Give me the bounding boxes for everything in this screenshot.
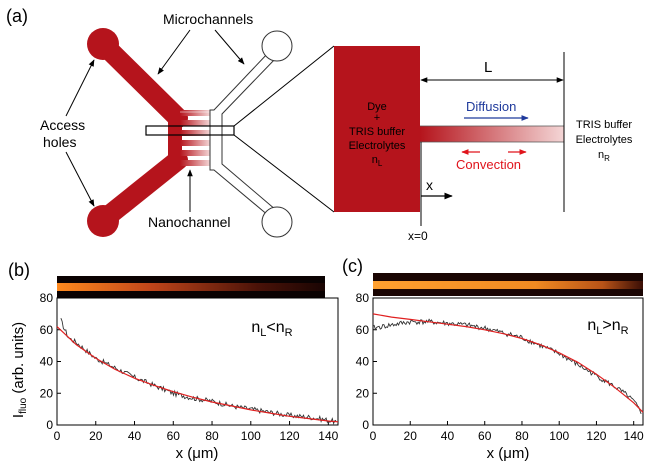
reservoir-left-n-sub: L bbox=[378, 159, 383, 168]
x-tick-label: 100 bbox=[241, 429, 261, 443]
plot-b-ylabel-rest: (arb. units) bbox=[10, 322, 27, 398]
panel-b-label: (b) bbox=[8, 260, 30, 280]
access-hole-bottom-right bbox=[261, 206, 293, 238]
reservoir-left-line4: Electrolytes bbox=[349, 140, 406, 152]
x-tick-label: 20 bbox=[89, 429, 103, 443]
nanochannel-array bbox=[180, 110, 210, 166]
y-tick-label: 80 bbox=[40, 291, 54, 305]
reservoir-left-line1: Dye bbox=[367, 101, 387, 113]
y-tick-label: 20 bbox=[40, 386, 54, 400]
length-label: L bbox=[484, 59, 492, 76]
panel-a-label: (a) bbox=[6, 6, 28, 26]
plot-c-content: 0 20 40 60 80 100 120 140 0 20 40 60 80 bbox=[356, 291, 644, 443]
microchannels-label: Microchannels bbox=[163, 11, 253, 27]
x-tick-label: 40 bbox=[441, 429, 455, 443]
plot-b-ylabel: Ifluo (arb. units) bbox=[10, 322, 29, 418]
reservoir-left bbox=[334, 46, 420, 212]
origin-label: x=0 bbox=[408, 229, 428, 243]
x-tick-label: 120 bbox=[586, 429, 606, 443]
plot-b-content: 0 20 40 60 80 100 120 140 0 20 40 60 80 bbox=[40, 291, 339, 443]
plot-c-ann-n2: n bbox=[612, 317, 621, 334]
x-tick-label: 0 bbox=[370, 429, 377, 443]
reservoir-left-line2: + bbox=[374, 112, 380, 124]
reservoir-right-line2: Electrolytes bbox=[576, 134, 633, 146]
x-tick-label: 60 bbox=[167, 429, 181, 443]
svg-text:nL: nL bbox=[372, 154, 383, 168]
plot-c-ann-s2: R bbox=[621, 325, 629, 337]
plot-b-ann-s2: R bbox=[285, 327, 293, 339]
panel-a: (a) Microchannel bbox=[6, 6, 633, 243]
y-tick-label: 40 bbox=[40, 355, 54, 369]
x-axis-label: x bbox=[426, 177, 433, 193]
access-holes-label-line2: holes bbox=[43, 134, 76, 150]
x-tick-label: 100 bbox=[549, 429, 569, 443]
y-tick-label: 60 bbox=[40, 323, 54, 337]
plot-b-ylabel-sub: fluo bbox=[18, 397, 29, 414]
reservoir-right-n-sub: R bbox=[604, 154, 610, 163]
diffusion-label: Diffusion bbox=[466, 99, 516, 114]
plot-b-ylabel-main: I bbox=[10, 414, 27, 418]
nanochannel-zoomed bbox=[420, 126, 564, 142]
y-tick-label: 20 bbox=[356, 386, 370, 400]
x-tick-label: 140 bbox=[318, 429, 338, 443]
access-hole-top-right bbox=[261, 30, 293, 62]
plot-c-ann-n1: n bbox=[587, 317, 596, 334]
white-microchannel bbox=[209, 30, 293, 238]
access-hole-top-left bbox=[87, 28, 119, 60]
plot-b-annotation: nL<nR bbox=[251, 319, 292, 339]
series-fit bbox=[56, 326, 339, 423]
y-tick-label: 0 bbox=[46, 418, 53, 432]
panel-b: (b) 0 20 40 60 80 100 120 140 0 20 40 60 80 x (μm) I… bbox=[8, 260, 339, 462]
plot-b-ann-n1: n bbox=[251, 319, 260, 336]
reservoir-left-text: Dye + TRIS buffer Electrolytes nL bbox=[349, 101, 406, 168]
panel-c: (c) 0 20 40 60 80 100 120 140 0 20 40 60 80 x (μm) n… bbox=[342, 256, 644, 462]
plot-c-ann-op: > bbox=[602, 317, 611, 334]
plot-c-annotation: nL>nR bbox=[587, 317, 628, 337]
plot-b-ann-s1: L bbox=[260, 327, 266, 339]
x-tick-label: 80 bbox=[205, 429, 219, 443]
svg-text:nR: nR bbox=[598, 149, 610, 163]
convection-label: Convection bbox=[456, 157, 521, 172]
access-hole-bottom-left bbox=[87, 205, 119, 237]
reservoir-right-text: TRIS buffer Electrolytes nR bbox=[576, 119, 633, 163]
series-measured bbox=[60, 318, 337, 425]
reservoir-right-n: n bbox=[598, 149, 604, 161]
y-tick-label: 80 bbox=[356, 291, 370, 305]
access-holes-label-line1: Access bbox=[40, 117, 85, 133]
red-microchannel bbox=[87, 28, 188, 237]
x-tick-label: 20 bbox=[404, 429, 418, 443]
reservoir-right-line1: TRIS buffer bbox=[576, 119, 632, 131]
reservoir-left-n: n bbox=[372, 154, 378, 166]
x-tick-label: 40 bbox=[128, 429, 142, 443]
x-tick-label: 80 bbox=[515, 429, 529, 443]
x-tick-label: 140 bbox=[624, 429, 644, 443]
x-tick-label: 60 bbox=[478, 429, 492, 443]
plot-c-ann-s1: L bbox=[596, 325, 602, 337]
x-tick-label: 0 bbox=[54, 429, 61, 443]
plot-b-ann-op: < bbox=[266, 319, 275, 336]
nanochannel-label: Nanochannel bbox=[148, 214, 231, 230]
reservoir-left-line3: TRIS buffer bbox=[349, 126, 405, 138]
zoom-box bbox=[145, 125, 235, 136]
panel-c-label: (c) bbox=[342, 256, 363, 276]
plot-c-xlabel: x (μm) bbox=[487, 445, 530, 462]
x-tick-label: 120 bbox=[280, 429, 300, 443]
y-tick-label: 40 bbox=[356, 355, 370, 369]
y-tick-label: 60 bbox=[356, 323, 370, 337]
plot-b-ann-n2: n bbox=[276, 319, 285, 336]
y-tick-label: 0 bbox=[362, 418, 369, 432]
series-fit bbox=[372, 313, 644, 413]
plot-b-xlabel: x (μm) bbox=[176, 445, 219, 462]
